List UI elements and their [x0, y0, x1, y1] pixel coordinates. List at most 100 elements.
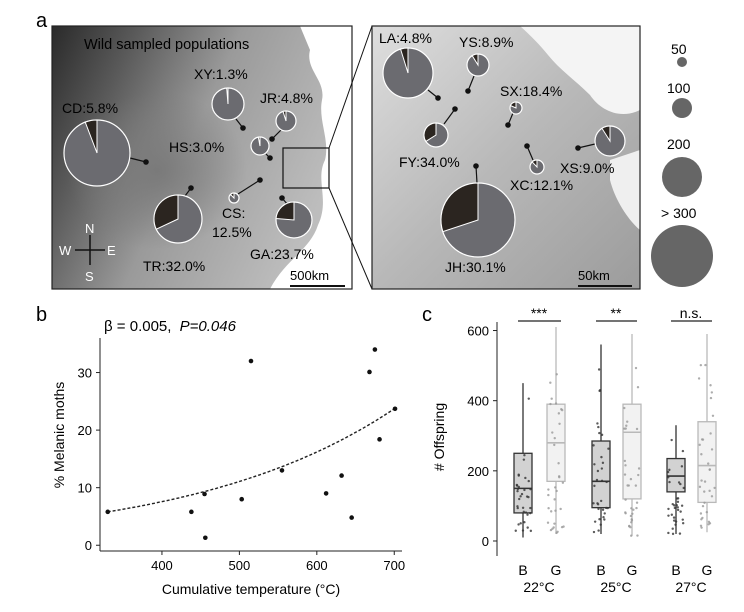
x-tick-label: 400 [151, 558, 173, 573]
offspring-point [527, 495, 530, 499]
inset-water-bay [520, 26, 640, 115]
cd-label: CD:5.8% [62, 100, 118, 116]
offspring-point [713, 486, 716, 490]
hs-site-dot [267, 155, 273, 161]
jh-pie-melanic [440, 182, 479, 233]
compass-s: S [85, 269, 94, 284]
offspring-point [598, 518, 601, 521]
offspring-point [699, 363, 703, 367]
sea-area [270, 26, 352, 289]
ys-pie-melanic [471, 53, 479, 67]
offspring-point [554, 486, 557, 489]
offspring-point [670, 438, 673, 442]
offspring-point [674, 523, 677, 526]
overview-pies: CD:5.8% XY:1.3% JR:4.8% HS:3.0% CS: 12.5% TR:3… [62, 66, 314, 274]
svg-text:β = 0.005, P=0.046: β = 0.005, P=0.046 [104, 318, 237, 335]
ga-site-dot [279, 195, 285, 201]
offspring-tick-label: 200 [467, 464, 489, 479]
offspring-point [709, 432, 712, 435]
offspring-point [605, 480, 608, 484]
offspring-point [516, 505, 519, 508]
x-tick-label: 600 [306, 558, 328, 573]
offspring-point [681, 518, 684, 521]
offspring-point [708, 489, 711, 493]
box-iqr [666, 457, 686, 493]
offspring-point [557, 462, 560, 465]
offspring-point [524, 476, 527, 480]
offspring-point [549, 402, 552, 406]
offspring-point [676, 508, 680, 512]
size-legend-100: 100 [667, 80, 691, 96]
offspring-point [593, 484, 596, 488]
tr-pie [153, 194, 203, 244]
scatter-point [189, 509, 194, 515]
offspring-point [711, 414, 715, 417]
offspring-point [597, 425, 600, 429]
offspring-point [516, 489, 519, 493]
ga-label: GA:23.7% [250, 246, 314, 262]
offspring-point [700, 479, 703, 482]
xc-pie-melanic [531, 159, 538, 169]
offspring-point [630, 507, 633, 510]
offspring-point [601, 508, 605, 511]
scatter-point [392, 406, 398, 412]
offspring-point [697, 377, 701, 380]
inset-region-box [282, 147, 330, 189]
offspring-point [553, 436, 556, 440]
offspring-point [547, 493, 550, 497]
offspring-point [676, 500, 680, 504]
scatter-point [239, 496, 245, 502]
scatter-point [279, 468, 285, 473]
xc-pie [529, 159, 545, 175]
cs-pie [228, 192, 240, 204]
box-iqr [697, 421, 717, 504]
box-25°C-G [622, 334, 642, 537]
offspring-point [558, 422, 561, 426]
scatter-point [202, 491, 207, 497]
offspring-point [710, 448, 714, 451]
offspring-point [629, 514, 633, 518]
offspring-point [667, 514, 670, 517]
offspring-point [526, 526, 529, 529]
temperature-label: 25°C [600, 579, 631, 595]
offspring-point [680, 465, 684, 468]
offspring-point [707, 462, 710, 465]
scatter-point [377, 437, 382, 442]
offspring-point [636, 386, 640, 389]
sx-pie-melanic [509, 101, 517, 109]
offspring-point [709, 384, 712, 387]
xy-site-dot [240, 125, 246, 131]
tr-site-dot [188, 185, 194, 191]
offspring-point [596, 503, 600, 506]
size-legend: 50 100 200 > 300 [651, 41, 713, 287]
offspring-point [553, 443, 556, 447]
y-tick-label: 30 [78, 366, 92, 381]
sx-pie [509, 101, 523, 115]
ys-label: YS:8.9% [459, 34, 513, 50]
offspring-point [701, 516, 704, 520]
jr-site-dot [269, 136, 275, 142]
offspring-point [672, 516, 676, 519]
offspring-point [554, 402, 558, 405]
offspring-point [679, 482, 682, 486]
la-site-dot [435, 95, 441, 101]
fy-label: FY:34.0% [399, 154, 460, 170]
offspring-point [701, 504, 705, 508]
offspring-point [700, 526, 703, 529]
offspring-point [598, 431, 601, 435]
offspring-point [673, 504, 676, 507]
offspring-point [600, 455, 603, 459]
offspring-point [623, 459, 627, 463]
offspring-point [522, 458, 526, 461]
offspring-tick-label: 0 [482, 534, 489, 549]
xc-site-dot [524, 143, 530, 149]
offspring-point [703, 501, 706, 504]
offspring-point [632, 508, 635, 511]
inset-pies: LA:4.8% YS:8.9% SX:18.4% FY:34.0% XS:9.0%XC:… [379, 30, 626, 275]
offspring-point [704, 363, 707, 367]
offspring-point [675, 503, 678, 507]
jr-pie-melanic [282, 110, 287, 122]
temperature-label: 27°C [675, 579, 706, 595]
offspring-point [560, 408, 563, 411]
offspring-point [707, 523, 710, 526]
